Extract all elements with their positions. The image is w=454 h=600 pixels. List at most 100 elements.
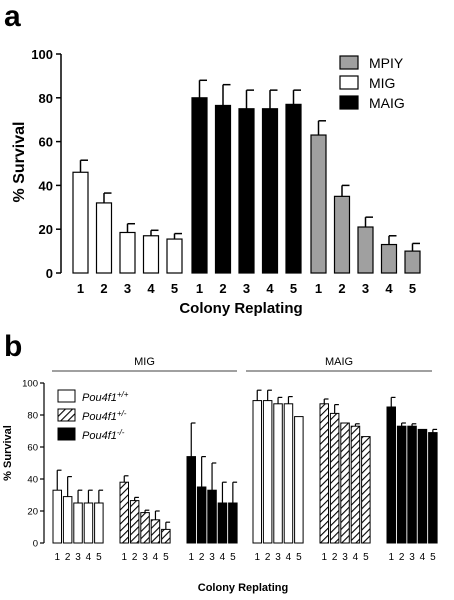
panel-b-x-tick-label: 3 — [409, 552, 415, 563]
panel-b-x-tick-label: 2 — [265, 552, 271, 563]
panel-b-y-tick-label: 80 — [27, 411, 38, 422]
panel-a-x-tick-label: 5 — [171, 281, 178, 296]
panel-a-bar — [191, 97, 208, 274]
panel-b-bar — [361, 436, 371, 544]
panel-b-x-tick-label: 1 — [54, 552, 60, 563]
panel-b-bar — [140, 512, 150, 544]
panel-b-x-tick-label: 5 — [363, 552, 369, 563]
panel-b-group-label: MIG — [134, 356, 155, 368]
panel-a-y-tick-label: 80 — [39, 91, 53, 106]
panel-a-letter: a — [4, 0, 21, 33]
panel-b-x-tick-label: 1 — [188, 552, 194, 563]
panel-a-bar — [333, 195, 351, 274]
panel-a-legend-swatch — [339, 75, 359, 90]
panel-b-x-tick-label: 4 — [220, 552, 226, 563]
panel-b-bar — [386, 406, 396, 544]
panel-b-bar — [62, 496, 73, 544]
panel-a-x-tick-label: 1 — [315, 281, 322, 296]
panel-b-bar — [129, 500, 140, 544]
panel-b-x-tick-label: 4 — [153, 552, 159, 563]
panel-b-x-tick-label: 4 — [420, 552, 426, 563]
panel-b-x-tick-label: 3 — [142, 552, 148, 563]
panel-b-x-tick-label: 2 — [199, 552, 205, 563]
panel-b-bar — [350, 425, 361, 544]
panel-b-x-tick-label: 2 — [132, 552, 138, 563]
panel-a-y-axis-title: % Survival — [11, 122, 28, 203]
panel-b-group-label: MAIG — [325, 356, 353, 368]
panel-b-bar — [196, 486, 207, 544]
panel-a-x-tick-label: 4 — [147, 281, 155, 296]
panel-a-x-tick-label: 1 — [196, 281, 203, 296]
panel-b-legend-swatch — [57, 408, 76, 422]
panel-b-y-axis-title: % Survival — [2, 425, 14, 481]
panel-b-y-tick-label: 0 — [33, 539, 38, 550]
panel-a-x-tick-label: 2 — [219, 281, 226, 296]
panel-b-x-tick-label: 2 — [399, 552, 405, 563]
panel-a-x-tick-label: 1 — [77, 281, 84, 296]
panel-b-bar — [83, 502, 94, 544]
panel-b-x-tick-label: 5 — [96, 552, 102, 563]
panel-b-x-tick-label: 2 — [332, 552, 338, 563]
panel-b-bar — [396, 425, 407, 544]
panel-a-bar — [72, 171, 89, 274]
panel-b-y-tick-label: 40 — [27, 475, 38, 486]
panel-b-x-tick-label: 5 — [230, 552, 236, 563]
panel-a-bar — [95, 202, 113, 274]
panel-a-x-tick-label: 4 — [385, 281, 393, 296]
panel-b-letter: b — [4, 330, 22, 363]
panel-a-x-tick-label: 2 — [100, 281, 107, 296]
panel-a-x-tick-label: 2 — [338, 281, 345, 296]
panel-b-bar — [319, 403, 329, 544]
panel-b-bar — [207, 489, 217, 544]
panel-b-x-tick-label: 3 — [75, 552, 81, 563]
panel-b-y-tick-label: 100 — [22, 379, 38, 390]
panel-a-x-tick-label: 3 — [362, 281, 369, 296]
panel-b-x-tick-label: 2 — [65, 552, 71, 563]
panel-b-legend-label: Pou4f1+/+ — [82, 390, 129, 404]
panel-a-bar — [285, 103, 302, 274]
panel-b-x-tick-label: 5 — [163, 552, 169, 563]
panel-a-bar — [261, 108, 279, 274]
panel-b-bar — [417, 428, 428, 544]
panel-a-x-tick-label: 5 — [290, 281, 297, 296]
panel-b-bar — [428, 432, 438, 544]
panel-b-x-tick-label: 5 — [430, 552, 436, 563]
panel-b-legend-swatch — [57, 427, 76, 441]
panel-a-y-tick-label: 100 — [31, 47, 53, 62]
panel-a-bar — [119, 231, 136, 274]
panel-b-bar — [73, 502, 83, 544]
panel-a-x-tick-label: 3 — [243, 281, 250, 296]
panel-b-bar — [252, 400, 262, 544]
panel-b-bar — [119, 481, 129, 544]
panel-b-x-tick-label: 1 — [254, 552, 260, 563]
panel-a-x-tick-label: 3 — [124, 281, 131, 296]
panel-a-y-tick-label: 20 — [39, 222, 53, 237]
panel-a-legend-swatch — [339, 55, 359, 70]
panel-b-legend-label: Pou4f1+/- — [82, 409, 127, 423]
panel-b-bar — [186, 456, 196, 544]
panel-a-bar — [310, 134, 327, 274]
panel-a-bar — [357, 226, 374, 274]
panel-a-bar — [238, 108, 255, 274]
panel-a-bar — [380, 243, 398, 274]
panel-b-bar — [273, 403, 283, 544]
panel-b-bar — [150, 519, 161, 544]
panel-b-y-tick-label: 60 — [27, 443, 38, 454]
panel-b-bar — [228, 502, 238, 544]
panel-a-bar — [166, 238, 183, 274]
panel-b-bar — [329, 412, 340, 544]
panel-a-y-tick-label: 60 — [39, 135, 53, 150]
panel-b-x-tick-label: 3 — [209, 552, 215, 563]
panel-b-x-tick-label: 4 — [353, 552, 359, 563]
panel-b-bar — [161, 528, 171, 544]
panel-a-legend-label: MIG — [369, 75, 395, 91]
panel-a-y-tick-label: 0 — [46, 266, 53, 281]
panel-a-chart: 0 20 40 60 80 100 1 2 3 4 5 1 2 3 4 5 1 2 3 4 5 MPIY MIG MAIG — [31, 47, 421, 296]
panel-b-x-tick-label: 1 — [121, 552, 127, 563]
panel-b-x-tick-label: 1 — [321, 552, 327, 563]
panel-a-legend-swatch — [339, 95, 359, 110]
panel-a-legend-label: MPIY — [369, 55, 404, 71]
panel-a-y-tick-label: 40 — [39, 178, 53, 193]
panel-a-x-tick-label: 4 — [266, 281, 274, 296]
